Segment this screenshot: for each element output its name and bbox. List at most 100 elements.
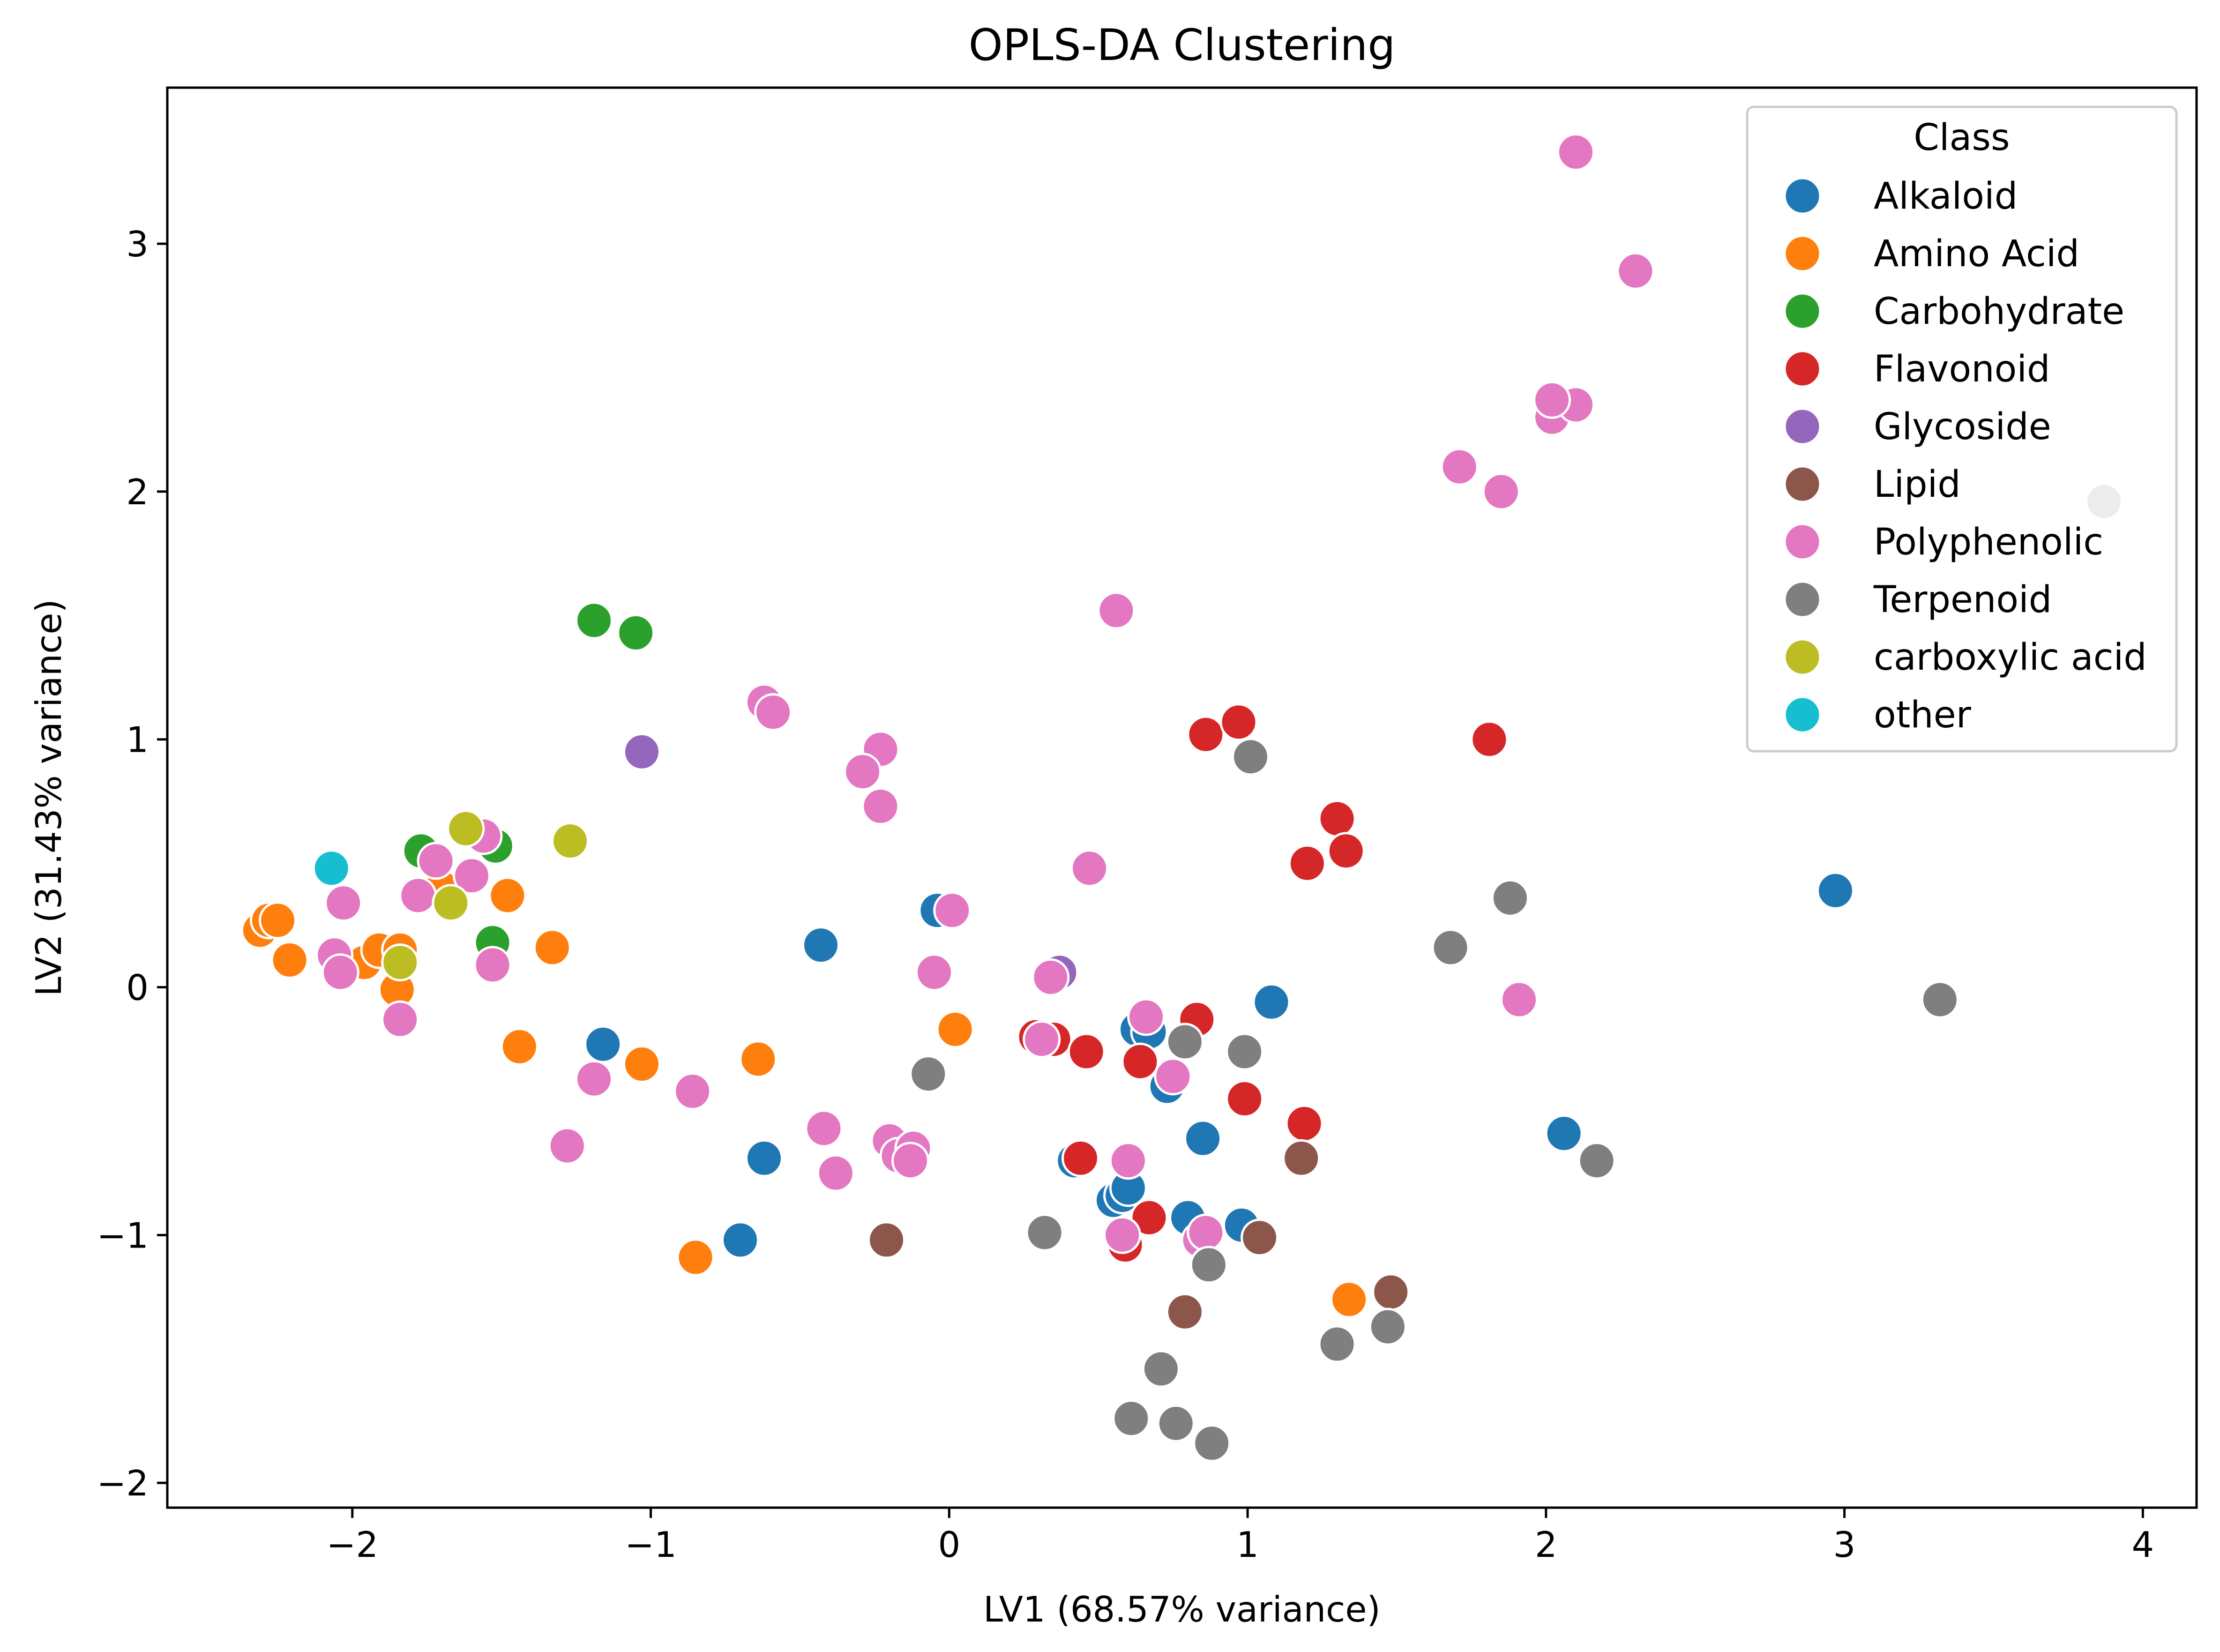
point-carboxylic-acid-3	[381, 943, 419, 982]
point-flavonoid-4	[1288, 844, 1326, 882]
plot-frame	[166, 86, 2198, 1509]
point-alkaloid-16	[1545, 1114, 1583, 1152]
x-tick-label: 4	[2132, 1524, 2154, 1565]
point-terpenoid-4	[1232, 738, 1270, 776]
point-polyphenolic-0	[1557, 133, 1595, 171]
point-polyphenolic-41	[673, 1072, 712, 1111]
point-terpenoid-1	[1921, 980, 1959, 1019]
point-polyphenolic-34	[399, 876, 437, 915]
legend-entries: Alkaloid Amino Acid Carbohydrate Flavonoid G…	[1783, 175, 2147, 736]
y-tick-label: 1	[126, 719, 149, 761]
point-polyphenolic-18	[1023, 1020, 1061, 1059]
point-polyphenolic-30	[1500, 980, 1538, 1019]
point-lipid-1	[1166, 1293, 1204, 1331]
point-flavonoid-9	[1121, 1042, 1159, 1081]
legend-label-alkaloid: Alkaloid	[1874, 175, 2018, 217]
point-polyphenolic-27	[1103, 1216, 1142, 1254]
point-terpenoid-5	[1577, 1142, 1616, 1180]
point-polyphenolic-4	[1533, 381, 1571, 419]
point-amino-acid-15	[676, 1238, 715, 1277]
legend-box	[1746, 105, 2178, 753]
point-polyphenolic-12	[861, 787, 900, 825]
legend-marker-carbohydrate	[1783, 292, 1822, 330]
point-terpenoid-8	[909, 1055, 948, 1093]
point-alkaloid-15	[1252, 983, 1291, 1021]
point-flavonoid-13	[1061, 1139, 1099, 1177]
x-tick-label: −1	[625, 1524, 677, 1565]
point-polyphenolic-16	[1032, 958, 1070, 996]
point-terpenoid-10	[1189, 1246, 1228, 1284]
x-axis-ticks: −2 −1 0 1 2 3 4	[327, 1508, 2154, 1565]
y-tick-label: 2	[126, 471, 149, 513]
point-amino-acid-2	[259, 901, 297, 940]
legend-label-flavonoid: Flavonoid	[1874, 348, 2050, 390]
point-lipid-2	[1241, 1218, 1279, 1257]
point-alkaloid-1	[745, 1139, 783, 1177]
legend-label-glycoside: Glycoside	[1874, 406, 2051, 448]
point-flavonoid-12	[1285, 1104, 1323, 1143]
point-polyphenolic-38	[473, 946, 512, 984]
x-tick-label: 3	[1833, 1524, 1856, 1565]
point-carboxylic-acid-2	[551, 822, 590, 860]
point-lipid-3	[1282, 1139, 1321, 1177]
point-polyphenolic-32	[453, 857, 491, 895]
point-polyphenolic-15	[915, 953, 953, 992]
legend-title: Class	[1914, 117, 2010, 159]
point-polyphenolic-6	[1482, 472, 1520, 511]
point-terpenoid-9	[1025, 1213, 1064, 1252]
point-carbohydrate-0	[575, 601, 613, 640]
point-flavonoid-0	[1187, 715, 1225, 754]
point-flavonoid-3	[1318, 800, 1356, 838]
point-alkaloid-17	[1816, 871, 1854, 910]
x-tick-label: 2	[1535, 1524, 1557, 1565]
point-polyphenolic-35	[324, 884, 363, 922]
legend-label-carboxylic-acid: carboxylic acid	[1874, 636, 2147, 679]
legend-label-carbohydrate: Carbohydrate	[1874, 291, 2124, 333]
legend-marker-terpenoid	[1783, 580, 1822, 619]
point-flavonoid-8	[1067, 1032, 1106, 1071]
point-amino-acid-12	[623, 1045, 661, 1083]
point-polyphenolic-19	[1154, 1057, 1192, 1096]
point-terpenoid-14	[1112, 1399, 1151, 1438]
legend-marker-amino-acid	[1783, 234, 1822, 273]
point-polyphenolic-7	[1097, 591, 1136, 630]
y-tick-label: −1	[97, 1215, 149, 1256]
point-terpenoid-13	[1142, 1350, 1180, 1388]
point-polyphenolic-29	[1187, 1213, 1225, 1252]
point-carboxylic-acid-0	[447, 809, 485, 848]
point-terpenoid-6	[1166, 1023, 1204, 1061]
point-terpenoid-12	[1368, 1308, 1407, 1346]
y-axis-label: LV2 (31.43% variance)	[28, 599, 69, 996]
y-tick-label: 3	[126, 224, 149, 265]
legend-marker-polyphenolic	[1783, 523, 1822, 561]
point-amino-acid-13	[739, 1040, 777, 1078]
point-amino-acid-16	[1330, 1280, 1368, 1319]
y-axis-ticks: −2 −1 0 1 2 3	[97, 224, 167, 1504]
point-amino-acid-9	[488, 876, 527, 915]
x-axis-label: LV1 (68.57% variance)	[983, 1589, 1381, 1630]
point-polyphenolic-26	[891, 1142, 929, 1180]
legend-label-polyphenolic: Polyphenolic	[1874, 521, 2103, 563]
point-polyphenolic-21	[805, 1109, 843, 1148]
point-amino-acid-10	[533, 928, 571, 967]
point-flavonoid-11	[1226, 1080, 1264, 1118]
legend-label-amino-acid: Amino Acid	[1874, 233, 2079, 275]
legend-marker-lipid	[1783, 465, 1822, 503]
point-alkaloid-2	[721, 1221, 760, 1259]
point-alkaloid-3	[802, 926, 840, 964]
point-terpenoid-3	[1431, 928, 1470, 967]
legend-label-other: other	[1874, 694, 1972, 736]
point-polyphenolic-13	[1070, 849, 1109, 888]
point-glycoside-0	[623, 733, 661, 771]
legend-marker-alkaloid	[1783, 177, 1822, 215]
point-polyphenolic-5	[1440, 448, 1479, 486]
point-amino-acid-14	[936, 1010, 974, 1048]
point-flavonoid-1	[1219, 703, 1258, 741]
x-tick-label: 0	[938, 1524, 960, 1565]
point-polyphenolic-14	[933, 891, 972, 930]
point-polyphenolic-11	[844, 753, 882, 791]
point-polyphenolic-9	[754, 693, 792, 732]
point-polyphenolic-17	[1127, 998, 1166, 1036]
legend-marker-carboxylic-acid	[1783, 638, 1822, 676]
legend-marker-other	[1783, 695, 1822, 734]
